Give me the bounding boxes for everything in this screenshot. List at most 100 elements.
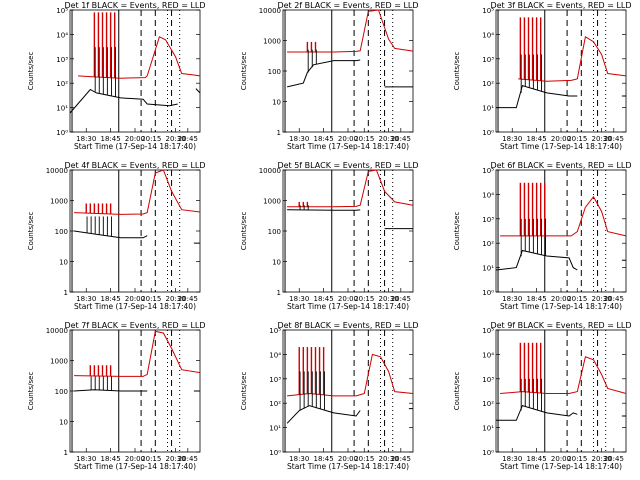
x-tick-label: 20:00 xyxy=(125,455,145,463)
x-tick-label: 20:15 xyxy=(354,295,374,303)
x-tick-label: 20:30 xyxy=(379,135,399,143)
panel-det-8: Det 8f BLACK = Events, RED = LLD Counts/s… xyxy=(240,321,419,471)
y-tick-label: 10⁴ xyxy=(482,351,494,359)
panel-det-5: Det 5f BLACK = Events, RED = LLD Counts/s… xyxy=(240,161,419,311)
x-tick-label: 18:30 xyxy=(76,455,96,463)
series-line-black xyxy=(287,209,413,230)
y-tick-label: 100 xyxy=(55,228,68,236)
y-tick-label: 10⁰ xyxy=(269,449,281,457)
x-tick-label: 20:00 xyxy=(551,455,571,463)
y-tick-label: 100 xyxy=(268,68,281,76)
y-tick-label: 1000 xyxy=(50,198,68,206)
x-tick-label: 18:45 xyxy=(527,295,547,303)
panel-title: Det 6f BLACK = Events, RED = LLD xyxy=(490,161,631,170)
x-tick-label: 20:45 xyxy=(178,135,198,143)
y-tick-label: 10000 xyxy=(259,7,281,15)
y-tick-label: 10⁵ xyxy=(482,7,494,15)
panel-title: Det 5f BLACK = Events, RED = LLD xyxy=(277,161,418,170)
x-tick-label: 20:00 xyxy=(338,135,358,143)
y-tick-label: 10⁵ xyxy=(482,327,494,335)
x-tick-label: 18:45 xyxy=(527,455,547,463)
panel-title: Det 9f BLACK = Events, RED = LLD xyxy=(490,321,631,330)
panel-det-7: Det 7f BLACK = Events, RED = LLD Counts/s… xyxy=(27,321,206,471)
series-line-red xyxy=(287,9,414,53)
y-tick-label: 10² xyxy=(56,80,68,88)
x-tick-label: 20:15 xyxy=(567,455,587,463)
x-tick-label: 20:30 xyxy=(592,455,612,463)
y-tick-label: 10000 xyxy=(259,167,281,175)
x-axis-label: Start Time (17-Sep-14 18:17:40) xyxy=(74,302,196,311)
y-tick-label: 1 xyxy=(64,449,68,457)
x-tick-label: 18:45 xyxy=(527,135,547,143)
x-tick-label: 18:45 xyxy=(314,295,334,303)
y-axis-label: Counts/sec xyxy=(240,52,248,91)
panel-title: Det 3f BLACK = Events, RED = LLD xyxy=(490,1,631,10)
x-tick-label: 18:30 xyxy=(289,295,309,303)
panel-det-3: Det 3f BLACK = Events, RED = LLD Counts/s… xyxy=(453,1,632,151)
panel-title: Det 7f BLACK = Events, RED = LLD xyxy=(64,321,205,330)
x-tick-label: 20:15 xyxy=(354,455,374,463)
x-tick-label: 18:30 xyxy=(502,135,522,143)
y-tick-label: 1000 xyxy=(263,38,281,46)
y-tick-label: 10 xyxy=(59,259,68,267)
plot-frame xyxy=(282,329,414,453)
y-tick-label: 10⁰ xyxy=(482,129,494,137)
x-tick-label: 18:30 xyxy=(76,295,96,303)
y-tick-label: 10 xyxy=(272,259,281,267)
panel-det-4: Det 4f BLACK = Events, RED = LLD Counts/s… xyxy=(27,161,206,311)
x-tick-label: 20:15 xyxy=(141,455,161,463)
y-tick-label: 10⁴ xyxy=(269,351,281,359)
x-axis-label: Start Time (17-Sep-14 18:17:40) xyxy=(287,142,409,151)
x-tick-label: 18:30 xyxy=(289,455,309,463)
y-tick-label: 10³ xyxy=(482,216,494,224)
x-tick-label: 20:15 xyxy=(354,135,374,143)
series-line-black xyxy=(496,404,626,421)
plot-frame xyxy=(69,169,201,293)
x-tick-label: 20:30 xyxy=(592,135,612,143)
x-axis-label: Start Time (17-Sep-14 18:17:40) xyxy=(500,302,622,311)
x-tick-label: 20:45 xyxy=(391,135,411,143)
series-line-black xyxy=(74,230,200,244)
x-tick-label: 20:45 xyxy=(178,455,198,463)
x-tick-label: 20:30 xyxy=(379,455,399,463)
plot-frame xyxy=(282,9,414,133)
y-axis-label: Counts/sec xyxy=(27,52,35,91)
y-tick-label: 10⁰ xyxy=(482,449,494,457)
x-tick-label: 20:00 xyxy=(338,455,358,463)
y-tick-label: 10⁵ xyxy=(269,327,281,335)
y-tick-label: 10¹ xyxy=(482,425,494,433)
y-tick-label: 1 xyxy=(277,129,281,137)
panel-title: Det 8f BLACK = Events, RED = LLD xyxy=(277,321,418,330)
x-tick-label: 20:45 xyxy=(604,135,624,143)
x-axis-label: Start Time (17-Sep-14 18:17:40) xyxy=(287,462,409,471)
x-axis-label: Start Time (17-Sep-14 18:17:40) xyxy=(500,462,622,471)
x-tick-label: 18:45 xyxy=(101,135,121,143)
y-tick-label: 10² xyxy=(482,400,494,408)
y-tick-label: 10² xyxy=(482,80,494,88)
series-line-red xyxy=(287,353,414,397)
y-tick-label: 1 xyxy=(64,289,68,297)
series-line-red xyxy=(74,169,201,215)
y-tick-label: 10² xyxy=(482,240,494,248)
y-tick-label: 10¹ xyxy=(56,105,68,113)
y-tick-label: 10⁰ xyxy=(482,289,494,297)
x-tick-label: 18:30 xyxy=(502,295,522,303)
series-line-red xyxy=(500,356,627,394)
y-tick-label: 100 xyxy=(55,388,68,396)
x-tick-label: 20:45 xyxy=(178,295,198,303)
y-tick-label: 10³ xyxy=(482,376,494,384)
y-tick-label: 10 xyxy=(272,99,281,107)
x-tick-label: 20:45 xyxy=(604,295,624,303)
plot-frame xyxy=(282,169,414,293)
series-line-red xyxy=(518,36,627,82)
panel-det-1: Det 1f BLACK = Events, RED = LLD Counts/s… xyxy=(27,1,206,151)
y-tick-label: 10000 xyxy=(46,327,68,335)
panel-det-6: Det 6f BLACK = Events, RED = LLD Counts/s… xyxy=(453,161,632,311)
y-tick-label: 10¹ xyxy=(269,425,281,433)
series-line-black xyxy=(496,84,626,109)
y-tick-label: 10⁵ xyxy=(482,167,494,175)
panel-det-9: Det 9f BLACK = Events, RED = LLD Counts/s… xyxy=(453,321,632,471)
y-tick-label: 10⁴ xyxy=(482,31,494,39)
y-tick-label: 10⁴ xyxy=(482,191,494,199)
